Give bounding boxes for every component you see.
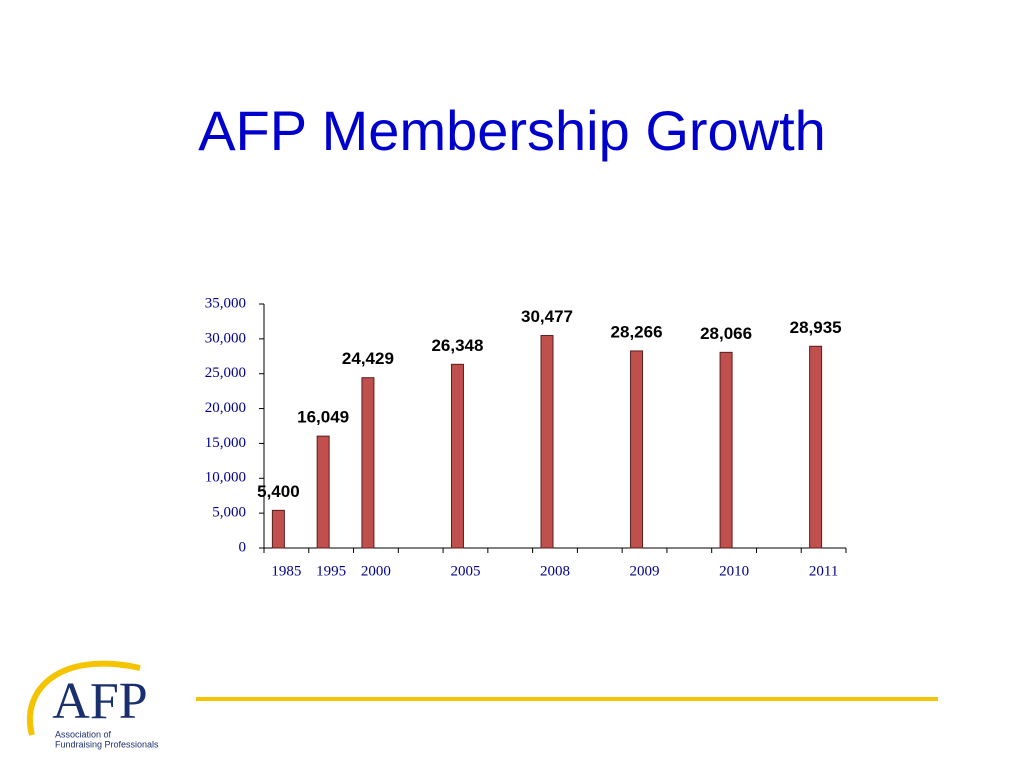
x-tick-label: 2000 <box>361 563 391 579</box>
x-tick-label: 2008 <box>540 563 570 579</box>
value-label: 16,049 <box>297 408 349 427</box>
x-tick-label: 1995 <box>316 563 346 579</box>
y-tick-label: 30,000 <box>205 330 246 346</box>
value-label: 26,348 <box>431 336 483 355</box>
bar <box>630 350 644 549</box>
y-tick-label: 10,000 <box>205 470 246 486</box>
logo-mark: AFP <box>52 673 147 730</box>
value-label: 28,935 <box>790 318 842 337</box>
y-tick-label: 35,000 <box>205 295 246 311</box>
chart-title: AFP Membership Growth <box>198 99 826 162</box>
y-tick-label: 5,000 <box>212 505 246 521</box>
bar <box>271 509 285 549</box>
bar <box>361 377 375 549</box>
value-label: 28,066 <box>700 324 752 343</box>
x-tick-label: 2011 <box>809 563 838 579</box>
bar <box>719 351 733 549</box>
bar <box>316 435 330 549</box>
logo-swoosh <box>27 660 141 736</box>
value-label: 28,266 <box>611 322 663 341</box>
logo-text: Fundraising Professionals <box>55 739 159 749</box>
x-tick-label: 2010 <box>719 563 749 579</box>
bar <box>809 345 823 549</box>
y-tick-label: 20,000 <box>205 400 246 416</box>
bar <box>450 363 464 549</box>
value-label: 30,477 <box>521 307 573 326</box>
value-label: 24,429 <box>342 349 394 368</box>
x-tick-label: 2005 <box>450 563 480 579</box>
bar <box>540 335 554 549</box>
x-tick-label: 2009 <box>630 563 660 579</box>
x-tick-label: 1985 <box>271 563 301 579</box>
y-tick-label: 0 <box>239 539 247 555</box>
plot: 0 5,000 10,000 15,000 20,000 25,000 30,000 35,0… <box>205 295 847 579</box>
y-tick-label: 15,000 <box>205 435 246 451</box>
value-label: 5,400 <box>257 482 300 501</box>
logo-text: Association of <box>55 729 112 739</box>
y-tick-label: 25,000 <box>205 365 246 381</box>
